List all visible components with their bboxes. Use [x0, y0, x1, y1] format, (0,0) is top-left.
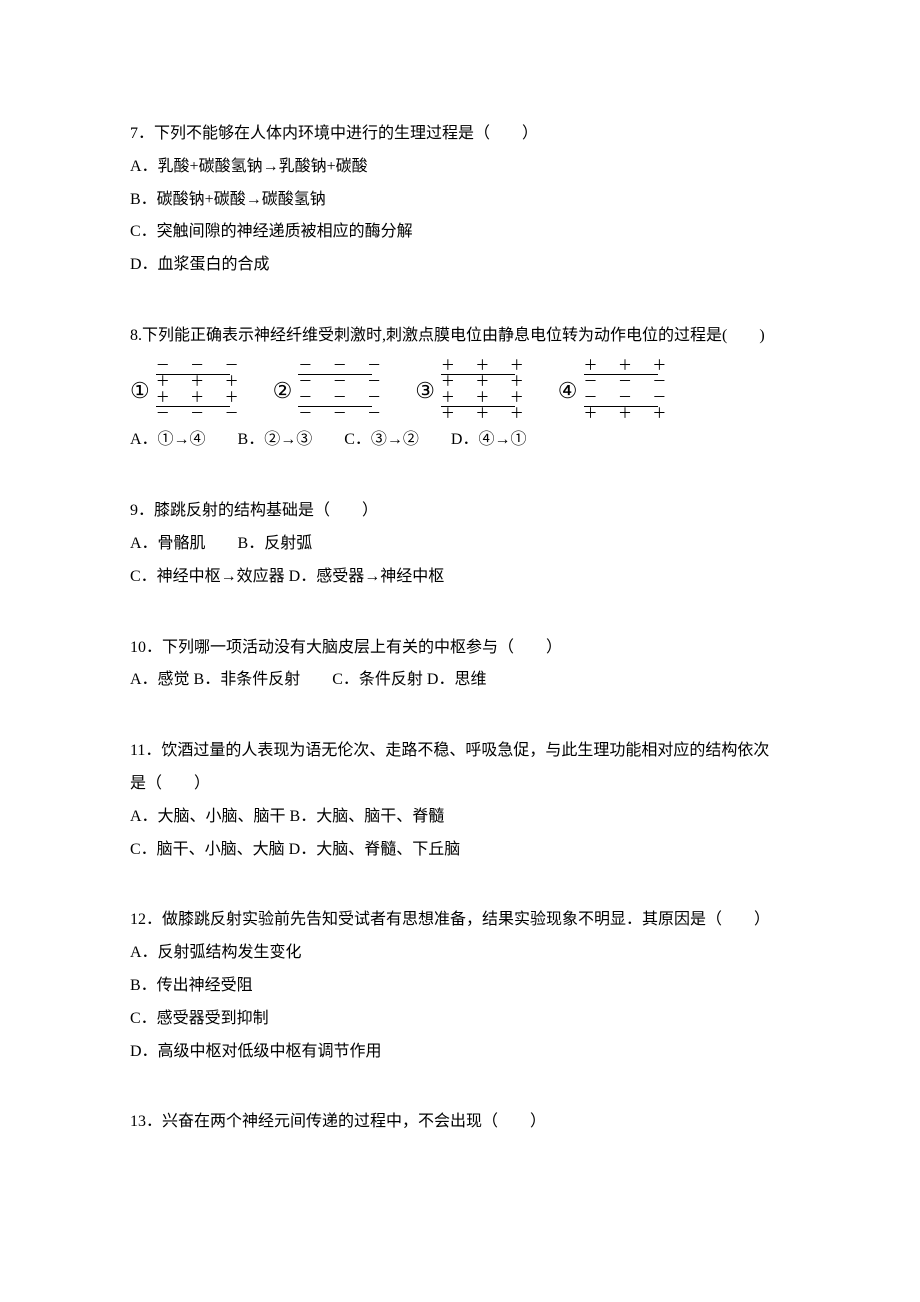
q8-membrane-1: － － － ＋ ＋ ＋ ＋ ＋ ＋ － － －: [156, 359, 245, 423]
q8-diagram-1: ① － － － ＋ ＋ ＋ ＋ ＋ ＋ － － －: [130, 359, 245, 423]
q8-options: A．①→④ B．②→③ C．③→② D．④→①: [130, 426, 790, 455]
q7-text: 7．下列不能够在人体内环境中进行的生理过程是（ ）: [130, 120, 790, 149]
question-10: 10．下列哪一项活动没有大脑皮层上有关的中枢参与（ ） A．感觉 B．非条件反射…: [130, 634, 790, 696]
q8-diagram-4: ④ ＋ ＋ ＋ － － － － － － ＋ ＋ ＋: [558, 359, 673, 423]
q8-membrane-3: ＋ ＋ ＋ ＋ ＋ ＋ ＋ ＋ ＋ ＋ ＋ ＋: [441, 359, 530, 423]
q8-num-3: ③: [415, 371, 435, 411]
q13-text: 13．兴奋在两个神经元间传递的过程中，不会出现（ ）: [130, 1108, 790, 1137]
q7-option-c: C．突触间隙的神经递质被相应的酶分解: [130, 218, 790, 247]
q12-text: 12．做膝跳反射实验前先告知受试者有思想准备，结果实验现象不明显．其原因是（ ）: [130, 906, 790, 935]
question-12: 12．做膝跳反射实验前先告知受试者有思想准备，结果实验现象不明显．其原因是（ ）…: [130, 906, 790, 1066]
q8-num-1: ①: [130, 371, 150, 411]
q12-option-a: A．反射弧结构发生变化: [130, 939, 790, 968]
q8-num-4: ④: [558, 371, 578, 411]
q12-option-d: D．高级中枢对低级中枢有调节作用: [130, 1038, 790, 1067]
question-9: 9．膝跳反射的结构基础是（ ） A．骨骼肌 B．反射弧 C．神经中枢→效应器 D…: [130, 497, 790, 591]
q12-option-b: B．传出神经受阻: [130, 972, 790, 1001]
question-7: 7．下列不能够在人体内环境中进行的生理过程是（ ） A．乳酸+碳酸氢钠→乳酸钠+…: [130, 120, 790, 280]
q9-text: 9．膝跳反射的结构基础是（ ）: [130, 497, 790, 526]
q10-text: 10．下列哪一项活动没有大脑皮层上有关的中枢参与（ ）: [130, 634, 790, 663]
q11-options-line1: A．大脑、小脑、脑干 B．大脑、脑干、脊髓: [130, 803, 790, 832]
question-8: 8.下列能正确表示神经纤维受刺激时,刺激点膜电位由静息电位转为动作电位的过程是(…: [130, 322, 790, 455]
q7-option-b: B．碳酸钠+碳酸→碳酸氢钠: [130, 186, 790, 215]
question-11: 11．饮酒过量的人表现为语无伦次、走路不稳、呼吸急促，与此生理功能相对应的结构依…: [130, 737, 790, 864]
q11-text1: 11．饮酒过量的人表现为语无伦次、走路不稳、呼吸急促，与此生理功能相对应的结构依…: [130, 737, 790, 766]
q9-options-line1: A．骨骼肌 B．反射弧: [130, 530, 790, 559]
q8-membrane-4: ＋ ＋ ＋ － － － － － － ＋ ＋ ＋: [584, 359, 673, 423]
q8-diagram-3: ③ ＋ ＋ ＋ ＋ ＋ ＋ ＋ ＋ ＋ ＋ ＋ ＋: [415, 359, 530, 423]
q8-num-2: ②: [273, 371, 293, 411]
q7-option-a: A．乳酸+碳酸氢钠→乳酸钠+碳酸: [130, 153, 790, 182]
q8-membrane-2: － － － － － － － － － － － －: [298, 359, 387, 423]
q11-text2: 是（ ）: [130, 770, 790, 799]
q7-option-d: D．血浆蛋白的合成: [130, 251, 790, 280]
q11-options-line2: C．脑干、小脑、大脑 D．大脑、脊髓、下丘脑: [130, 836, 790, 865]
question-13: 13．兴奋在两个神经元间传递的过程中，不会出现（ ）: [130, 1108, 790, 1137]
q8-text: 8.下列能正确表示神经纤维受刺激时,刺激点膜电位由静息电位转为动作电位的过程是(…: [130, 322, 790, 351]
q8-diagram-2: ② － － － － － － － － － － － －: [273, 359, 388, 423]
q9-options-line2: C．神经中枢→效应器 D．感受器→神经中枢: [130, 563, 790, 592]
q8-diagram-row: ① － － － ＋ ＋ ＋ ＋ ＋ ＋ － － － ② － － － － － － …: [130, 359, 790, 423]
q10-options: A．感觉 B．非条件反射 C．条件反射 D．思维: [130, 666, 790, 695]
q12-option-c: C．感受器受到抑制: [130, 1005, 790, 1034]
